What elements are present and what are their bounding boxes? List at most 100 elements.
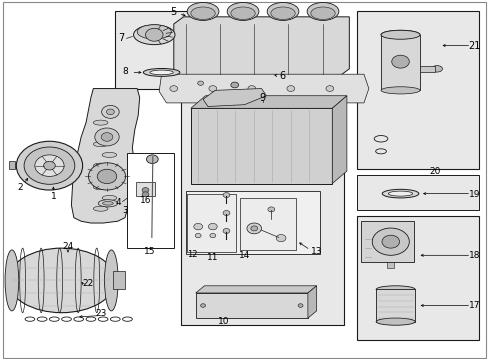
Text: 7: 7 bbox=[118, 33, 124, 43]
Circle shape bbox=[146, 155, 158, 163]
Text: 8: 8 bbox=[122, 67, 128, 76]
Text: 15: 15 bbox=[144, 247, 155, 256]
Circle shape bbox=[35, 155, 64, 176]
Bar bbox=[195, 293, 307, 318]
Ellipse shape bbox=[8, 248, 115, 313]
Circle shape bbox=[250, 226, 257, 231]
Bar bbox=[185, 191, 320, 253]
Polygon shape bbox=[159, 74, 368, 103]
Ellipse shape bbox=[382, 189, 418, 198]
Bar bbox=[115, 12, 200, 89]
Text: 21: 21 bbox=[468, 41, 480, 50]
Ellipse shape bbox=[137, 25, 171, 39]
Bar bbox=[113, 271, 125, 289]
Circle shape bbox=[142, 188, 149, 193]
Ellipse shape bbox=[102, 174, 117, 179]
Circle shape bbox=[247, 86, 255, 91]
Ellipse shape bbox=[306, 3, 338, 21]
Text: 10: 10 bbox=[218, 317, 229, 326]
Text: 2: 2 bbox=[18, 183, 23, 192]
Circle shape bbox=[142, 192, 149, 197]
Bar bbox=[187, 194, 236, 252]
Ellipse shape bbox=[266, 3, 298, 21]
Circle shape bbox=[145, 28, 163, 41]
Bar bbox=[9, 161, 15, 169]
Text: 18: 18 bbox=[468, 251, 479, 260]
Ellipse shape bbox=[187, 3, 219, 21]
Ellipse shape bbox=[93, 141, 108, 147]
Ellipse shape bbox=[270, 7, 295, 19]
Text: 9: 9 bbox=[259, 93, 265, 103]
Ellipse shape bbox=[93, 206, 108, 211]
Bar bbox=[386, 258, 393, 268]
Circle shape bbox=[208, 224, 217, 230]
Ellipse shape bbox=[133, 25, 175, 45]
Text: 6: 6 bbox=[279, 71, 285, 81]
Text: 23: 23 bbox=[95, 309, 106, 318]
Ellipse shape bbox=[431, 66, 442, 72]
Polygon shape bbox=[71, 89, 140, 223]
Bar bbox=[356, 12, 478, 169]
Circle shape bbox=[95, 128, 119, 146]
Ellipse shape bbox=[375, 286, 414, 293]
Bar bbox=[419, 66, 434, 72]
Circle shape bbox=[286, 86, 294, 91]
Ellipse shape bbox=[102, 152, 117, 157]
Text: 17: 17 bbox=[468, 301, 479, 310]
Circle shape bbox=[209, 233, 215, 238]
Bar bbox=[239, 198, 295, 250]
Circle shape bbox=[246, 223, 261, 234]
Polygon shape bbox=[190, 96, 346, 108]
Ellipse shape bbox=[230, 7, 255, 19]
Circle shape bbox=[97, 169, 117, 184]
Circle shape bbox=[169, 86, 177, 91]
Bar bbox=[13, 163, 23, 167]
Circle shape bbox=[197, 81, 203, 85]
Text: 5: 5 bbox=[169, 7, 176, 17]
Bar bbox=[356, 216, 478, 339]
Polygon shape bbox=[331, 96, 346, 184]
Circle shape bbox=[101, 133, 113, 141]
Circle shape bbox=[230, 82, 238, 88]
Circle shape bbox=[223, 211, 229, 216]
Circle shape bbox=[371, 228, 408, 255]
Bar bbox=[189, 198, 197, 202]
Ellipse shape bbox=[190, 7, 215, 19]
Text: 3: 3 bbox=[122, 206, 128, 215]
Text: 16: 16 bbox=[140, 196, 151, 205]
Circle shape bbox=[298, 304, 303, 307]
Text: 4: 4 bbox=[116, 198, 121, 207]
Circle shape bbox=[391, 55, 408, 68]
Ellipse shape bbox=[380, 87, 419, 94]
Circle shape bbox=[223, 228, 229, 233]
Ellipse shape bbox=[143, 68, 180, 76]
Circle shape bbox=[88, 163, 125, 190]
Bar bbox=[127, 153, 173, 248]
Ellipse shape bbox=[93, 163, 108, 168]
Ellipse shape bbox=[227, 3, 258, 21]
Ellipse shape bbox=[102, 195, 117, 201]
Ellipse shape bbox=[98, 200, 118, 207]
Ellipse shape bbox=[102, 131, 117, 136]
Circle shape bbox=[200, 304, 205, 307]
Ellipse shape bbox=[310, 7, 334, 19]
Circle shape bbox=[106, 109, 114, 115]
Circle shape bbox=[381, 235, 399, 248]
Text: 1: 1 bbox=[50, 192, 56, 201]
Ellipse shape bbox=[380, 30, 419, 39]
Bar bbox=[136, 182, 155, 196]
Text: 19: 19 bbox=[468, 190, 479, 199]
Text: 13: 13 bbox=[310, 247, 322, 256]
Bar bbox=[375, 289, 414, 321]
Bar bbox=[360, 221, 413, 262]
Ellipse shape bbox=[102, 109, 117, 114]
Text: 24: 24 bbox=[62, 242, 74, 251]
Polygon shape bbox=[307, 286, 316, 318]
Circle shape bbox=[223, 193, 229, 198]
Text: 20: 20 bbox=[428, 167, 440, 176]
Text: 14: 14 bbox=[238, 251, 250, 260]
Ellipse shape bbox=[150, 70, 173, 75]
Circle shape bbox=[208, 86, 216, 91]
Ellipse shape bbox=[5, 250, 19, 311]
Ellipse shape bbox=[102, 202, 113, 205]
